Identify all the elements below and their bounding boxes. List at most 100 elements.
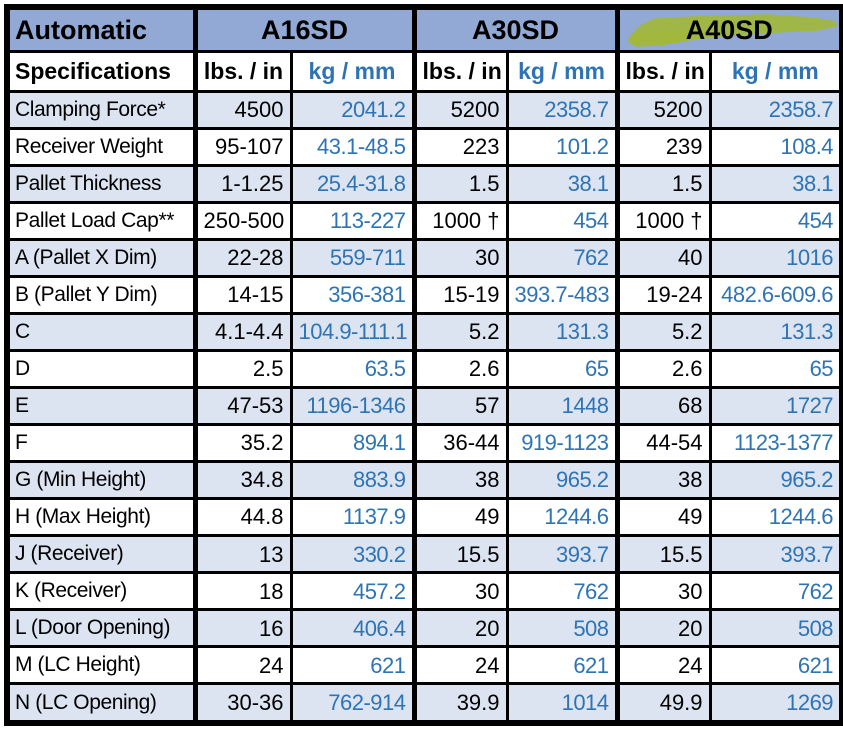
model-header-a40sd: A40SD — [614, 5, 843, 53]
imperial-value-cell: 15.5 — [614, 534, 712, 575]
spec-row: N (LC Opening) 30-36 762-914 39.9 1014 49.9 12… — [5, 682, 843, 725]
imperial-value-cell: 2.6 — [614, 348, 712, 389]
metric-value-cell: 508 — [505, 608, 619, 649]
imperial-value-cell: 250-500 — [192, 200, 293, 241]
imperial-value-cell: 223 — [411, 126, 509, 167]
imperial-value-cell: 1.5 — [411, 163, 509, 204]
metric-value-cell: 1244.6 — [708, 497, 843, 538]
metric-value-cell: 1016 — [708, 237, 843, 278]
imperial-value-cell: 30 — [614, 571, 712, 612]
metric-value-cell: 65 — [708, 348, 843, 389]
metric-value-cell: 38.1 — [708, 163, 843, 204]
metric-value-cell: 621 — [505, 645, 619, 686]
metric-value-cell: 454 — [505, 200, 619, 241]
corner-specifications-cell: Specifications — [5, 49, 197, 93]
unit-header-a30sd-imperial: lbs. / in — [411, 49, 509, 93]
metric-value-cell: 38.1 — [505, 163, 619, 204]
green-highlighter-mark-icon — [626, 14, 838, 47]
metric-value-cell: 621 — [708, 645, 843, 686]
spec-label-cell: F — [5, 422, 197, 463]
metric-value-cell: 482.6-609.6 — [708, 274, 843, 315]
metric-value-cell: 63.5 — [289, 348, 416, 389]
spec-label-cell: Pallet Load Cap** — [5, 200, 197, 241]
imperial-value-cell: 68 — [614, 385, 712, 426]
imperial-value-cell: 16 — [192, 608, 293, 649]
spec-label-cell: D — [5, 348, 197, 389]
corner-automatic-cell: Automatic — [5, 5, 197, 53]
spec-row: J (Receiver) 13 330.2 15.5 393.7 15.5 393.7 — [5, 534, 843, 575]
imperial-value-cell: 4500 — [192, 89, 293, 130]
metric-value-cell: 2358.7 — [708, 89, 843, 130]
metric-value-cell: 104.9-111.1 — [289, 311, 416, 352]
metric-value-cell: 1727 — [708, 385, 843, 426]
spec-label-cell: Pallet Thickness — [5, 163, 197, 204]
imperial-value-cell: 1-1.25 — [192, 163, 293, 204]
imperial-value-cell: 5.2 — [411, 311, 509, 352]
spec-label-cell: E — [5, 385, 197, 426]
unit-header-a30sd-metric: kg / mm — [505, 49, 619, 93]
metric-value-cell: 762 — [505, 571, 619, 612]
imperial-value-cell: 95-107 — [192, 126, 293, 167]
imperial-value-cell: 2.6 — [411, 348, 509, 389]
metric-value-cell: 1244.6 — [505, 497, 619, 538]
spec-label-cell: A (Pallet X Dim) — [5, 237, 197, 278]
metric-value-cell: 1269 — [708, 682, 843, 725]
metric-value-cell: 762-914 — [289, 682, 416, 725]
spec-row: K (Receiver) 18 457.2 30 762 30 762 — [5, 571, 843, 612]
model-header-a30sd: A30SD — [411, 5, 619, 53]
metric-value-cell: 25.4-31.8 — [289, 163, 416, 204]
imperial-value-cell: 15-19 — [411, 274, 509, 315]
spec-row: D 2.5 63.5 2.6 65 2.6 65 — [5, 348, 843, 389]
spec-row: Pallet Thickness 1-1.25 25.4-31.8 1.5 38.1 1.… — [5, 163, 843, 204]
unit-header-a16sd-imperial: lbs. / in — [192, 49, 293, 93]
metric-value-cell: 1123-1377 — [708, 422, 843, 463]
imperial-value-cell: 30 — [411, 237, 509, 278]
model-name-a30sd: A30SD — [472, 14, 560, 45]
spec-row: A (Pallet X Dim) 22-28 559-711 30 762 40 1016 — [5, 237, 843, 278]
metric-value-cell: 1196-1346 — [289, 385, 416, 426]
imperial-value-cell: 19-24 — [614, 274, 712, 315]
imperial-value-cell: 2.5 — [192, 348, 293, 389]
spec-label-cell: C — [5, 311, 197, 352]
imperial-value-cell: 20 — [614, 608, 712, 649]
spec-row: Clamping Force* 4500 2041.2 5200 2358.7 5200 2… — [5, 89, 843, 130]
metric-value-cell: 965.2 — [505, 459, 619, 501]
spec-table-body: Clamping Force* 4500 2041.2 5200 2358.7 5200 2… — [5, 89, 843, 725]
imperial-value-cell: 57 — [411, 385, 509, 426]
imperial-value-cell: 38 — [614, 459, 712, 501]
metric-value-cell: 621 — [289, 645, 416, 686]
spec-row: E 47-53 1196-1346 57 1448 68 1727 — [5, 385, 843, 426]
imperial-value-cell: 20 — [411, 608, 509, 649]
spec-label-cell: Clamping Force* — [5, 89, 197, 130]
imperial-value-cell: 18 — [192, 571, 293, 612]
imperial-value-cell: 47-53 — [192, 385, 293, 426]
spec-label-cell: M (LC Height) — [5, 645, 197, 686]
imperial-value-cell: 34.8 — [192, 459, 293, 501]
imperial-value-cell: 38 — [411, 459, 509, 501]
imperial-value-cell: 239 — [614, 126, 712, 167]
imperial-value-cell: 30-36 — [192, 682, 293, 725]
spec-label-cell: N (LC Opening) — [5, 682, 197, 725]
spec-row: L (Door Opening) 16 406.4 20 508 20 508 — [5, 608, 843, 649]
metric-value-cell: 965.2 — [708, 459, 843, 501]
imperial-value-cell: 24 — [411, 645, 509, 686]
imperial-value-cell: 5200 — [411, 89, 509, 130]
metric-value-cell: 131.3 — [708, 311, 843, 352]
unit-header-a40sd-metric: kg / mm — [708, 49, 843, 93]
spec-label-cell: B (Pallet Y Dim) — [5, 274, 197, 315]
metric-value-cell: 108.4 — [708, 126, 843, 167]
spec-label-cell: Receiver Weight — [5, 126, 197, 167]
spec-label-cell: H (Max Height) — [5, 497, 197, 538]
imperial-value-cell: 24 — [192, 645, 293, 686]
imperial-value-cell: 22-28 — [192, 237, 293, 278]
metric-value-cell: 2358.7 — [505, 89, 619, 130]
metric-value-cell: 393.7 — [505, 534, 619, 575]
metric-value-cell: 131.3 — [505, 311, 619, 352]
unit-header-row: Specifications lbs. / in kg / mm lbs. / … — [5, 49, 843, 93]
imperial-value-cell: 40 — [614, 237, 712, 278]
model-name-a16sd: A16SD — [260, 14, 349, 45]
unit-header-a40sd-imperial: lbs. / in — [614, 49, 712, 93]
imperial-value-cell: 49 — [411, 497, 509, 538]
imperial-value-cell: 30 — [411, 571, 509, 612]
